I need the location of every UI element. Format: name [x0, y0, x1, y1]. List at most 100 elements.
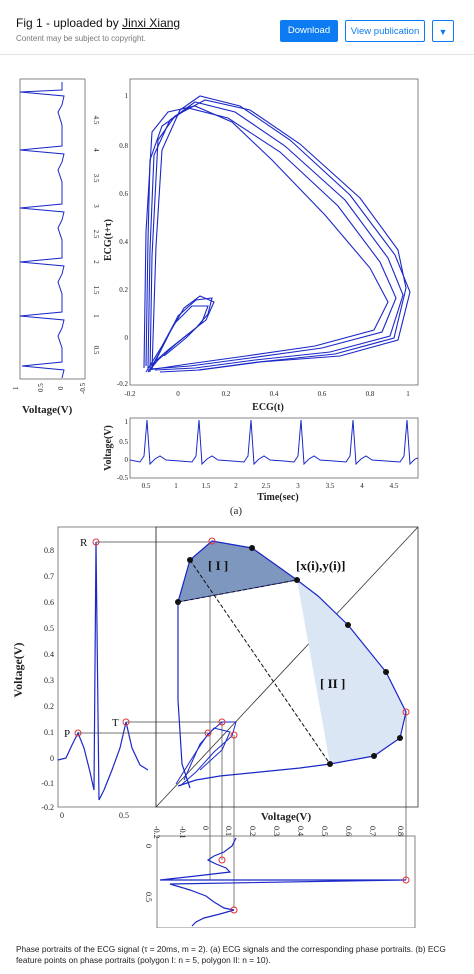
panel-a-phase-plot: -0.2 0 0.2 0.4 0.6 0.8 1 -0.2 0 0.2 0.4 …: [103, 78, 419, 413]
more-options-button[interactable]: ▼: [432, 20, 454, 42]
polygon-1-label: [ I ]: [208, 558, 228, 573]
b-ytick: 0.3: [44, 676, 54, 685]
time-xtick: 1.5: [202, 482, 211, 490]
figure-title-prefix: Fig 1 - uploaded by: [16, 16, 123, 30]
left-xtick: 0: [57, 386, 65, 390]
left-ytick: 0.5: [92, 346, 100, 355]
vertex-marker: [187, 557, 193, 563]
t-wave-label: T: [112, 717, 119, 729]
left-xtick: 1: [12, 386, 20, 390]
time-xtick: 3.5: [326, 482, 335, 490]
bottom-xtick: 0.8: [396, 826, 405, 836]
phase-xtick: 0: [176, 390, 180, 398]
left-xtick: -0.5: [79, 382, 87, 394]
b-ytick: 0.4: [44, 650, 54, 659]
phase-xtick: 1: [406, 390, 410, 398]
left-ecg-trace: [19, 82, 65, 379]
bottom-xtick: 0: [201, 826, 210, 830]
phase-loop: [149, 99, 407, 373]
vertex-marker: [327, 761, 333, 767]
uploader-link[interactable]: Jinxi Xiang: [122, 16, 181, 30]
phase-b-small-loop: [183, 727, 231, 781]
bottom-xtick: 0.4: [296, 826, 305, 836]
left-ytick: 4: [92, 148, 100, 152]
polygon-2-label: [ II ]: [320, 676, 345, 691]
time-ytick: 1: [125, 418, 129, 426]
left-ytick: 4.5: [92, 116, 100, 125]
phase-b-vertical: [177, 602, 191, 789]
phase-ytick: 0: [125, 334, 129, 342]
left-xlabel: Voltage(V): [22, 404, 73, 416]
polygon-vertices: [175, 545, 403, 767]
left-ytick: 1.5: [92, 286, 100, 295]
b-ytick: 0.7: [44, 572, 54, 581]
phase-xlabel: ECG(t): [252, 402, 284, 413]
time-xtick: 1: [174, 482, 178, 490]
time-xtick: 4.5: [390, 482, 399, 490]
phase-ylabel: ECG(t+τ): [103, 219, 114, 261]
polygon-1: [177, 540, 299, 603]
bottom-t-marker: [218, 856, 226, 864]
panel-b-ecg-plot: R P T 0.8 0.7 0.6 0.5 0.4 0.3 0.2 0.1 0 …: [11, 526, 157, 820]
phase-loop-small: [145, 305, 209, 373]
figure-title: Fig 1 - uploaded by Jinxi Xiang: [16, 16, 180, 30]
left-xtick: 0.5: [37, 383, 45, 392]
b-ytick: 0: [50, 754, 54, 763]
panel-b-bottom-plot: -0.2 -0.1 0 0.1 0.2 0.3 0.4 0.5 0.6 0.7 …: [144, 826, 416, 928]
panel-b-phase-plot: [ I ] [ II ] [x(i),y(i)] Voltage(V): [155, 526, 419, 823]
phase-loop-small: [147, 297, 213, 373]
b-ytick: 0.8: [44, 546, 54, 555]
phase-xtick: 0.4: [270, 390, 279, 398]
identity-line: [155, 526, 419, 808]
vertex-marker: [294, 577, 300, 583]
left-ytick: 3: [92, 204, 100, 208]
left-ytick: 3.5: [92, 174, 100, 183]
phase-ytick: 0.4: [119, 238, 128, 246]
phase-loop: [143, 105, 389, 371]
figure-caption: Phase portraits of the ECG signal (τ = 2…: [16, 944, 446, 965]
bottom-xtick: 0.7: [368, 826, 377, 836]
time-ytick: 0: [125, 456, 129, 464]
vertex-marker: [345, 622, 351, 628]
p-wave-label: P: [64, 728, 70, 740]
b-ytick: -0.1: [41, 779, 54, 788]
r-phase-marker: [208, 537, 216, 545]
phase-ytick: 0.2: [119, 286, 128, 294]
bottom-xtick: 0.1: [224, 826, 233, 836]
view-publication-button[interactable]: View publication: [345, 20, 425, 42]
download-button[interactable]: Download: [280, 20, 338, 42]
time-xtick: 4: [360, 482, 364, 490]
time-xtick: 3: [296, 482, 300, 490]
phase-xtick: 0.8: [366, 390, 375, 398]
phase-loop-small: [149, 295, 215, 369]
bottom-xtick: 0.3: [272, 826, 281, 836]
vertex-marker: [175, 599, 181, 605]
time-xtick: 2.5: [262, 482, 271, 490]
phase-b-outline: [177, 540, 407, 787]
bottom-ecg-trace: [159, 837, 407, 927]
phase-b-small-loop: [175, 721, 237, 787]
bottom-ytick: 0.5: [144, 892, 153, 902]
b-ytick: -0.2: [41, 803, 54, 812]
bottom-xtick: 0.6: [344, 826, 353, 836]
phase-xtick: 0.2: [222, 390, 231, 398]
time-ecg-trace: [129, 419, 419, 466]
bottom-xtick: 0.2: [248, 826, 257, 836]
phase-xtick: 0.6: [318, 390, 327, 398]
bottom-xtick: -0.1: [178, 826, 187, 839]
phase-ytick: 0.6: [119, 190, 128, 198]
r-peak-label: R: [80, 537, 88, 549]
b-phase-xlabel: Voltage(V): [261, 811, 312, 823]
polygon-2: [297, 580, 406, 764]
b-xtick: 0: [60, 811, 64, 820]
left-ytick: 1: [92, 314, 100, 318]
time-ylabel: Voltage(V): [103, 425, 114, 471]
vertex-marker: [371, 753, 377, 759]
time-ytick: 0.5: [119, 438, 128, 446]
t2-phase-marker: [218, 718, 226, 726]
b-ecg-ylabel: Voltage(V): [11, 643, 25, 698]
phase-ytick: 0.8: [119, 142, 128, 150]
time-xtick: 2: [234, 482, 238, 490]
b-xtick: 0.5: [119, 811, 129, 820]
vertex-marker: [397, 735, 403, 741]
